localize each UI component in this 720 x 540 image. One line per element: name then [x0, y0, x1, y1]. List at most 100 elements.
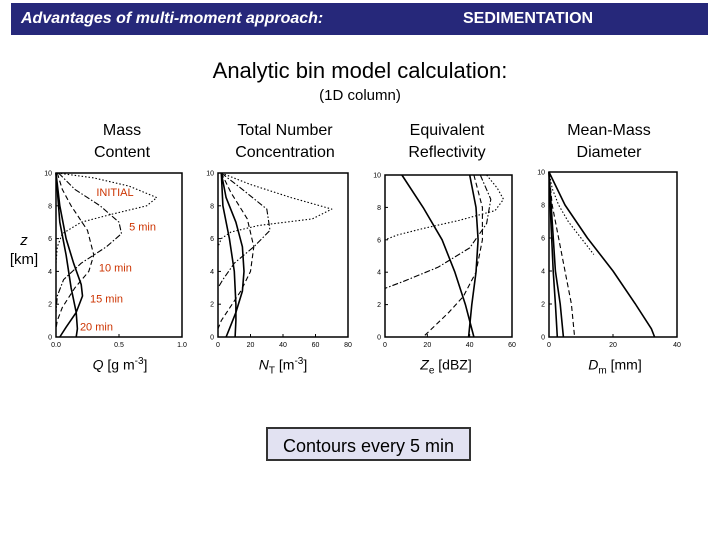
x-axis-var: D	[588, 356, 599, 373]
x-axis-end: ]	[143, 356, 148, 373]
plot-frame	[548, 171, 678, 338]
series-line	[401, 174, 475, 338]
series-line	[548, 171, 656, 338]
plot-frame	[217, 172, 349, 338]
x-tick-label: 40	[466, 342, 474, 349]
x-axis-label-number: NT [m-3]	[203, 356, 363, 376]
header-right-text: SEDIMENTATION	[463, 10, 594, 27]
x-axis-label-reflectivity: Ze [dBZ]	[366, 356, 526, 377]
y-tick-label: 0	[377, 335, 381, 342]
y-tick-label: 0	[48, 335, 52, 342]
contour-time-label: 20 min	[80, 321, 113, 333]
contour-time-label: 5 min	[129, 221, 156, 233]
series-line	[55, 172, 158, 264]
x-axis-label-diameter: Dm [mm]	[535, 356, 695, 377]
z-axis-label: z [km]	[4, 231, 44, 269]
series-line	[220, 172, 245, 338]
x-axis-var: Q	[92, 356, 104, 373]
header-banner: Advantages of multi-moment approach: SED…	[11, 3, 708, 35]
panel-heading-mass: Mass Content	[47, 120, 197, 164]
y-tick-label: 6	[210, 236, 214, 243]
contour-time-label: 10 min	[99, 262, 132, 274]
panel-heading-line: Equivalent	[409, 122, 485, 139]
panel-heading-line: Mass	[102, 122, 142, 139]
y-tick-label: 6	[48, 236, 52, 243]
panel-heading-number: Total Number Concentration	[210, 120, 360, 164]
page-subtitle: (1D column)	[319, 87, 401, 104]
contour-time-label: 15 min	[90, 294, 123, 306]
z-axis-unit: [km]	[9, 251, 39, 268]
x-axis-unit: [m	[274, 356, 295, 373]
series-line	[217, 172, 255, 330]
y-tick-label: 10	[206, 171, 214, 178]
panel-heading-reflectivity: Equivalent Reflectivity	[372, 120, 522, 164]
series-line	[422, 174, 483, 338]
series-line	[55, 172, 79, 338]
y-tick-label: 6	[541, 236, 545, 243]
x-tick-label: 40	[673, 342, 681, 349]
y-tick-label: 8	[48, 203, 52, 210]
x-axis-sub: e	[428, 365, 435, 377]
contour-time-label: INITIAL	[96, 187, 133, 199]
x-axis-label-mass: Q [g m-3]	[40, 356, 200, 376]
panel-heading-line: Concentration	[235, 144, 335, 161]
x-tick-label: 0.5	[114, 342, 124, 349]
series-line	[217, 172, 271, 289]
x-tick-label: 0	[383, 342, 387, 349]
series-line	[55, 172, 95, 329]
x-tick-label: 1.0	[177, 342, 187, 349]
x-axis-sub: T	[268, 365, 275, 377]
y-tick-label: 2	[48, 302, 52, 309]
x-tick-label: 60	[312, 342, 320, 349]
y-tick-label: 4	[541, 269, 545, 276]
x-axis-unit: [mm]	[606, 356, 642, 373]
series-line	[548, 171, 595, 255]
y-tick-label: 10	[537, 170, 545, 177]
y-tick-label: 2	[541, 302, 545, 309]
y-tick-label: 10	[373, 173, 381, 180]
x-axis-var: N	[258, 356, 269, 373]
y-tick-label: 10	[44, 171, 52, 178]
x-tick-label: 80	[344, 342, 352, 349]
y-tick-label: 4	[377, 270, 381, 277]
series-line	[467, 174, 479, 338]
x-tick-label: 40	[279, 342, 287, 349]
z-axis-symbol: z	[20, 232, 28, 249]
y-tick-label: 2	[210, 302, 214, 309]
x-axis-end: ]	[303, 356, 308, 373]
series-line	[55, 172, 123, 313]
page-title: Analytic bin model calculation:	[212, 58, 508, 83]
series-line	[384, 174, 505, 241]
x-axis-sup: -3	[134, 356, 144, 367]
y-tick-label: 6	[377, 237, 381, 244]
y-tick-label: 4	[48, 269, 52, 276]
series-line	[55, 172, 84, 338]
x-axis-unit: [dBZ]	[434, 356, 472, 373]
panel-heading-diameter: Mean-Mass Diameter	[534, 120, 684, 164]
y-tick-label: 8	[377, 205, 381, 212]
x-tick-label: 0	[547, 342, 551, 349]
x-tick-label: 20	[423, 342, 431, 349]
x-axis-sup: -3	[294, 356, 304, 367]
series-line	[548, 171, 559, 338]
panel-heading-line: Mean-Mass	[567, 122, 651, 139]
series-line	[220, 172, 237, 338]
y-tick-label: 8	[541, 203, 545, 210]
series-line	[384, 174, 492, 289]
contours-note-box: Contours every 5 min	[266, 427, 471, 461]
x-tick-label: 0.0	[51, 342, 61, 349]
panel-heading-line: Content	[93, 144, 151, 161]
x-axis-unit: [g m	[103, 356, 135, 373]
y-tick-label: 2	[377, 302, 381, 309]
series-line	[217, 172, 333, 248]
header-left-text: Advantages of multi-moment approach:	[21, 10, 324, 27]
x-tick-label: 20	[609, 342, 617, 349]
x-tick-label: 60	[508, 342, 516, 349]
panel-heading-line: Total Number	[237, 122, 333, 139]
series-line	[548, 171, 576, 338]
x-tick-label: 0	[216, 342, 220, 349]
x-tick-label: 20	[247, 342, 255, 349]
x-axis-var: Z	[420, 356, 429, 373]
y-tick-label: 0	[210, 335, 214, 342]
